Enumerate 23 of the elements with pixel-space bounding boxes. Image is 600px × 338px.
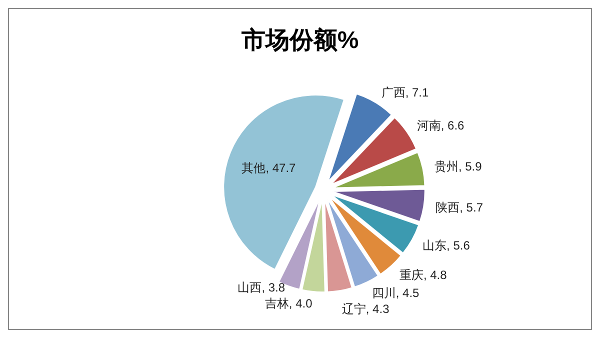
- slice-label: 吉林: [264, 296, 289, 311]
- data-label: , 7.1: [405, 85, 430, 100]
- chart-title: 市场份额%: [240, 27, 359, 54]
- data-label: , 3.8: [262, 280, 286, 295]
- slice-label: 其他: [242, 161, 266, 176]
- slice-label: 广西: [381, 85, 406, 100]
- slice-label: 四川: [372, 286, 396, 300]
- slice-label: 陕西: [436, 200, 460, 215]
- slice-label: 贵州: [434, 159, 458, 174]
- data-label: , 4.8: [423, 268, 448, 282]
- slice-label: 山东: [422, 238, 447, 253]
- slice-label: 辽宁: [342, 302, 366, 316]
- data-label: , 4.0: [288, 296, 313, 311]
- data-label: , 5.9: [458, 159, 482, 174]
- slice-label: 重庆: [399, 268, 424, 282]
- data-label: , 47.7: [266, 161, 296, 176]
- data-label: , 4.5: [396, 286, 420, 300]
- slice-label: 河南: [416, 118, 441, 133]
- data-label: , 5.6: [446, 238, 470, 253]
- data-label: , 5.7: [460, 200, 484, 215]
- data-label: , 4.3: [366, 302, 390, 316]
- slice-label: 山西: [238, 280, 262, 295]
- data-label: , 6.6: [440, 118, 465, 133]
